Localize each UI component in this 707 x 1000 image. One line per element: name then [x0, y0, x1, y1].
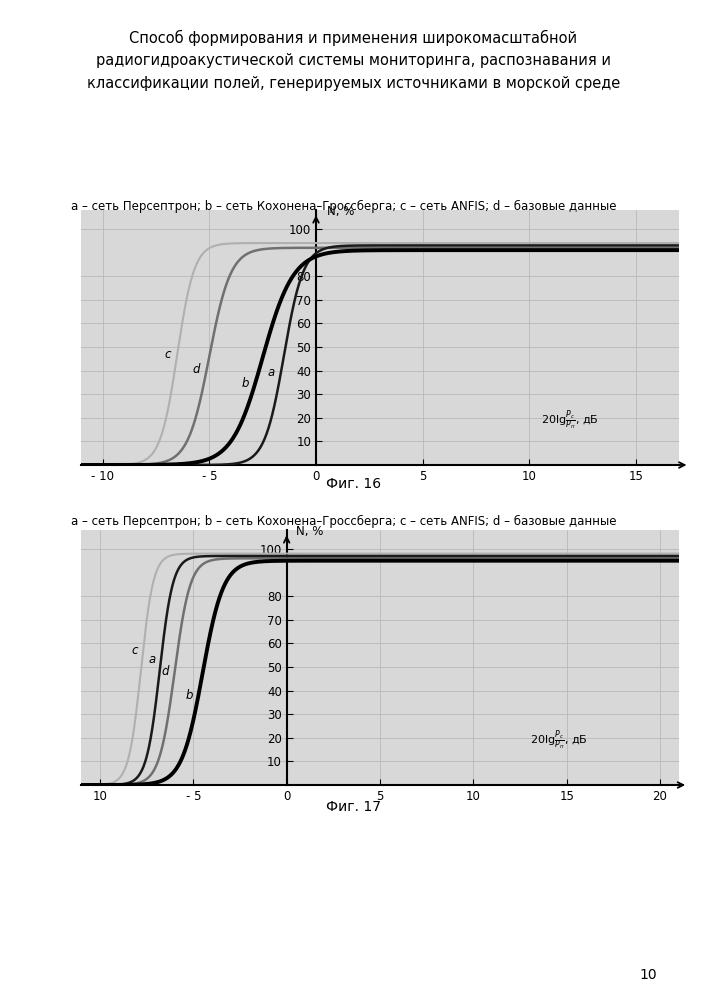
Text: классификации полей, генерируемых источниками в морской среде: классификации полей, генерируемых источн… — [87, 76, 620, 91]
Text: d: d — [193, 363, 200, 376]
Text: Фиг. 17: Фиг. 17 — [326, 800, 381, 814]
Text: $20\mathrm{lg}\frac{P_c}{P_п}$, дБ: $20\mathrm{lg}\frac{P_c}{P_п}$, дБ — [541, 408, 599, 432]
Text: a: a — [267, 366, 274, 379]
Text: c: c — [131, 644, 137, 657]
Text: a: a — [148, 653, 156, 666]
Text: N, %: N, % — [296, 525, 323, 538]
Text: a – сеть Персептрон; b – сеть Кохонена–Гроссберга; c – сеть ANFIS; d – базовые д: a – сеть Персептрон; b – сеть Кохонена–Г… — [71, 200, 617, 213]
Text: d: d — [162, 665, 169, 678]
Text: b: b — [241, 377, 249, 390]
Text: 10: 10 — [640, 968, 658, 982]
Text: a – сеть Персептрон; b – сеть Кохонена–Гроссберга; c – сеть ANFIS; d – базовые д: a – сеть Персептрон; b – сеть Кохонена–Г… — [71, 515, 617, 528]
Text: N, %: N, % — [327, 205, 354, 218]
Text: b: b — [185, 689, 193, 702]
Text: c: c — [165, 348, 171, 361]
Text: $20\mathrm{lg}\frac{P_c}{P_п}$, дБ: $20\mathrm{lg}\frac{P_c}{P_п}$, дБ — [530, 728, 588, 752]
Text: Способ формирования и применения широкомасштабной: Способ формирования и применения широком… — [129, 30, 578, 46]
Text: Фиг. 16: Фиг. 16 — [326, 477, 381, 491]
Text: радиогидроакустической системы мониторинга, распознавания и: радиогидроакустической системы мониторин… — [96, 53, 611, 68]
